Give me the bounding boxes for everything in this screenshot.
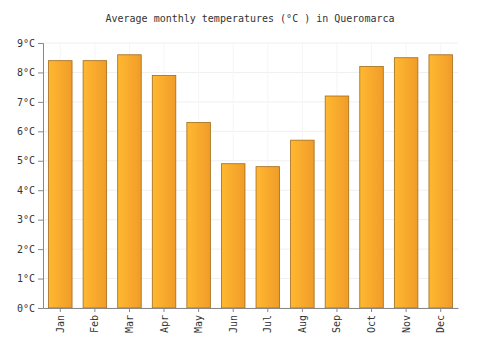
y-tick-label: 7°C bbox=[17, 97, 35, 108]
bar bbox=[325, 96, 349, 308]
y-tick-mark bbox=[38, 131, 43, 132]
x-tick-label: Dec bbox=[435, 315, 446, 333]
y-tick-mark bbox=[38, 220, 43, 221]
bar bbox=[360, 67, 384, 308]
chart: Average monthly temperatures (°C ) in Qu… bbox=[0, 0, 500, 350]
x-tick: Apr bbox=[159, 308, 170, 333]
y-tick-mark bbox=[38, 72, 43, 73]
y-tick-mark bbox=[38, 249, 43, 250]
x-tick-label: Jul bbox=[262, 315, 273, 333]
x-tick-label: Aug bbox=[297, 315, 308, 333]
x-tick: Mar bbox=[124, 308, 135, 333]
y-tick-label: 1°C bbox=[17, 273, 35, 284]
bar bbox=[118, 55, 142, 308]
x-tick: Dec bbox=[435, 308, 446, 333]
y-tick: 1°C bbox=[17, 273, 43, 284]
y-tick-label: 8°C bbox=[17, 67, 35, 78]
y-tick-mark bbox=[38, 190, 43, 191]
y-tick-label: 2°C bbox=[17, 244, 35, 255]
y-tick-label: 3°C bbox=[17, 214, 35, 225]
x-tick-mark bbox=[233, 308, 234, 312]
plot: 0°C 1°C 2°C 3°C 4°C 5°C 6°C 7°C 8°C 9°C Jan Feb Mar A… bbox=[17, 38, 459, 333]
y-tick-mark bbox=[38, 102, 43, 103]
y-tick-mark bbox=[38, 161, 43, 162]
x-tick-mark bbox=[336, 308, 337, 312]
y-axis: 0°C 1°C 2°C 3°C 4°C 5°C 6°C 7°C 8°C 9°C bbox=[17, 38, 44, 314]
x-tick: Jun bbox=[228, 308, 239, 333]
x-tick-mark bbox=[198, 308, 199, 312]
y-axis-line bbox=[38, 44, 44, 309]
x-tick-label: Feb bbox=[89, 315, 100, 333]
bar bbox=[152, 75, 176, 308]
y-tick-mark bbox=[38, 279, 43, 280]
x-axis-line bbox=[44, 308, 459, 309]
x-tick-mark bbox=[94, 308, 95, 312]
x-tick-label: Mar bbox=[124, 315, 135, 333]
x-tick-mark bbox=[302, 308, 303, 312]
x-tick-mark bbox=[267, 308, 268, 312]
title: Average monthly temperatures (°C ) in Qu… bbox=[106, 13, 395, 24]
x-tick-mark bbox=[164, 308, 165, 312]
x-tick-label: Nov bbox=[401, 315, 412, 333]
x-tick: Nov bbox=[401, 308, 412, 333]
x-tick: Aug bbox=[297, 308, 308, 333]
x-tick-mark bbox=[440, 308, 441, 312]
x-tick-label: Jan bbox=[55, 315, 66, 333]
x-tick: May bbox=[193, 308, 204, 333]
bars bbox=[49, 55, 453, 308]
y-tick: 0°C bbox=[17, 303, 43, 314]
y-tick: 6°C bbox=[17, 126, 43, 137]
y-tick-mark bbox=[38, 308, 43, 309]
y-tick: 9°C bbox=[17, 38, 43, 49]
y-tick: 5°C bbox=[17, 155, 43, 166]
y-tick: 3°C bbox=[17, 214, 43, 225]
y-tick: 8°C bbox=[17, 67, 43, 78]
y-tick-label: 6°C bbox=[17, 126, 35, 137]
x-tick-label: Sep bbox=[331, 315, 342, 333]
y-tick: 4°C bbox=[17, 185, 43, 196]
y-tick: 7°C bbox=[17, 97, 43, 108]
grid-line bbox=[43, 43, 458, 44]
bar bbox=[291, 140, 315, 308]
y-tick-label: 5°C bbox=[17, 155, 35, 166]
y-tick-label: 0°C bbox=[17, 303, 35, 314]
x-tick-label: Oct bbox=[366, 315, 377, 333]
bar bbox=[256, 167, 280, 308]
bar bbox=[429, 55, 453, 308]
bar bbox=[221, 164, 245, 308]
bar bbox=[49, 61, 73, 308]
y-tick-mark bbox=[38, 43, 43, 44]
x-tick-mark bbox=[371, 308, 372, 312]
x-tick-mark bbox=[406, 308, 407, 312]
x-tick-mark bbox=[129, 308, 130, 312]
x-tick: Feb bbox=[89, 308, 100, 333]
y-tick-label: 4°C bbox=[17, 185, 35, 196]
y-tick: 2°C bbox=[17, 244, 43, 255]
x-tick-mark bbox=[60, 308, 61, 312]
bar bbox=[187, 123, 211, 309]
x-tick: Jan bbox=[55, 308, 66, 333]
x-axis: Jan Feb Mar Apr May Jun Jul Aug Sep Oct Nov Dec bbox=[44, 308, 459, 333]
x-tick: Oct bbox=[366, 308, 377, 333]
x-tick: Sep bbox=[331, 308, 342, 333]
x-tick: Jul bbox=[262, 308, 273, 333]
bar bbox=[83, 61, 107, 308]
grid bbox=[43, 43, 458, 308]
x-tick-label: Apr bbox=[159, 315, 170, 333]
x-tick-label: May bbox=[193, 315, 204, 333]
y-tick-label: 9°C bbox=[17, 38, 35, 49]
x-tick-label: Jun bbox=[228, 315, 239, 333]
bar bbox=[394, 58, 418, 308]
